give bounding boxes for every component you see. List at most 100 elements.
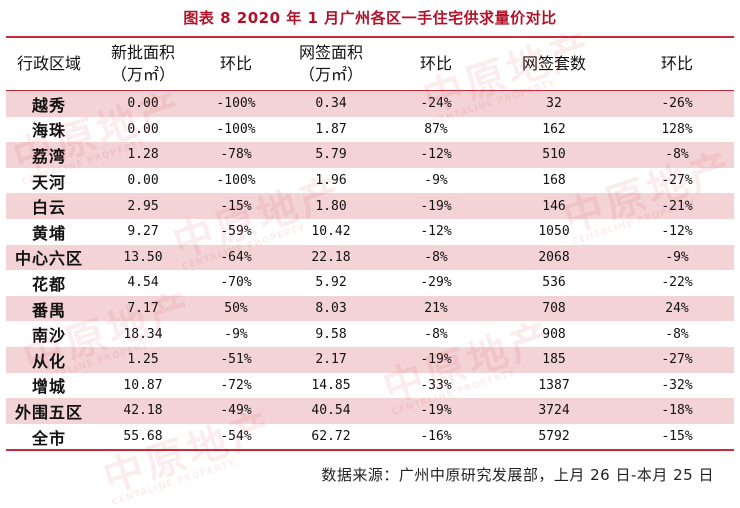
cell-change: 21% — [384, 295, 488, 322]
cell-change: -32% — [661, 377, 693, 393]
cell-change: -16% — [384, 423, 488, 452]
cell-district: 荔湾 — [6, 142, 92, 168]
header-yoy-signed-units: 环比 — [620, 38, 734, 91]
cell-new-area: 13.50 — [92, 244, 194, 271]
cell-district: 海珠 — [31, 121, 66, 141]
cell-change: -64% — [194, 244, 278, 271]
cell-signed-area: 1.87 — [315, 121, 347, 137]
cell-district: 天河 — [31, 172, 66, 192]
cell-change: 87% — [424, 121, 448, 137]
cell-district: 番禺 — [6, 295, 92, 322]
cell-change: -18% — [620, 398, 734, 424]
cell-change: -24% — [384, 90, 488, 117]
cell-new-area: 7.17 — [92, 295, 194, 322]
cell-units: 146 — [488, 193, 620, 219]
cell-units: 162 — [542, 121, 566, 137]
cell-signed-area: 22.18 — [278, 244, 384, 271]
report-figure: 图表 8 2020 年 1 月广州各区一手住宅供求量价对比 行政区域 新批面积 … — [6, 9, 739, 508]
cell-change: -33% — [420, 377, 452, 393]
table-row: 南沙 18.34 -9% 9.58 -8% 908 -8% — [6, 321, 734, 347]
cell-units: 1387 — [538, 377, 570, 393]
cell-change: -54% — [194, 423, 278, 452]
figure-title: 图表 8 2020 年 1 月广州各区一手住宅供求量价对比 — [183, 9, 557, 27]
table-row: 海珠 0.00 -100% 1.87 87% 162 128% — [6, 117, 734, 143]
cell-signed-area: 5.92 — [315, 275, 347, 291]
data-source-note: 数据来源：广州中原研究发展部，上月 26 日-本月 25 日 — [321, 466, 714, 484]
cell-district: 外围五区 — [6, 398, 92, 424]
cell-new-area: 0.00 — [92, 90, 194, 117]
table-row: 黄埔 9.27 -59% 10.42 -12% 1050 -12% — [6, 219, 734, 245]
cell-district: 增城 — [31, 377, 66, 397]
cell-change: 128% — [661, 121, 693, 137]
cell-units: 32 — [488, 90, 620, 117]
header-row: 行政区域 新批面积 （万㎡） 环比 网签面积 （万㎡） 环比 网签套数 环比 — [6, 38, 734, 91]
cell-district: 全市 — [6, 423, 92, 452]
cell-units: 185 — [488, 346, 620, 373]
cell-change: -12% — [661, 224, 693, 240]
cell-signed-area: 62.72 — [278, 423, 384, 452]
cell-new-area: 18.34 — [123, 326, 163, 342]
cell-district: 花都 — [31, 274, 66, 294]
cell-new-area: 0.00 — [127, 173, 159, 189]
cell-district: 南沙 — [31, 326, 66, 346]
cell-new-area: 42.18 — [92, 398, 194, 424]
cell-change: -51% — [194, 346, 278, 373]
cell-change: -8% — [384, 244, 488, 271]
cell-change: 24% — [620, 295, 734, 322]
cell-change: -22% — [661, 275, 693, 291]
cell-units: 510 — [488, 142, 620, 168]
cell-signed-area: 2.17 — [278, 346, 384, 373]
cell-change: -27% — [620, 346, 734, 373]
header-signed-units: 网签套数 — [488, 38, 620, 91]
cell-signed-area: 0.34 — [278, 90, 384, 117]
cell-district: 黄埔 — [31, 223, 66, 243]
cell-change: -12% — [420, 224, 452, 240]
cell-change: -21% — [620, 193, 734, 219]
cell-new-area: 0.00 — [127, 121, 159, 137]
cell-signed-area: 10.42 — [311, 224, 351, 240]
header-signed-area: 网签面积 （万㎡） — [278, 38, 384, 91]
cell-new-area: 10.87 — [123, 377, 163, 393]
cell-district: 白云 — [6, 193, 92, 219]
cell-signed-area: 1.96 — [315, 173, 347, 189]
cell-signed-area: 40.54 — [278, 398, 384, 424]
cell-district: 中心六区 — [6, 244, 92, 271]
table-row: 增城 10.87 -72% 14.85 -33% 1387 -32% — [6, 373, 734, 399]
cell-change: -49% — [194, 398, 278, 424]
cell-change: -70% — [220, 275, 252, 291]
cell-signed-area: 1.80 — [278, 193, 384, 219]
cell-units: 908 — [542, 326, 566, 342]
cell-change: -9% — [424, 173, 448, 189]
cell-units: 5792 — [488, 423, 620, 452]
cell-signed-area: 14.85 — [311, 377, 351, 393]
cell-change: -59% — [220, 224, 252, 240]
table-row: 番禺 7.17 50% 8.03 21% 708 24% — [6, 295, 734, 322]
cell-signed-area: 8.03 — [278, 295, 384, 322]
table-row: 白云 2.95 -15% 1.80 -19% 146 -21% — [6, 193, 734, 219]
cell-district: 从化 — [6, 346, 92, 373]
cell-change: -8% — [620, 142, 734, 168]
table-row: 越秀 0.00 -100% 0.34 -24% 32 -26% — [6, 90, 734, 117]
cell-units: 2068 — [488, 244, 620, 271]
cell-change: -8% — [665, 326, 689, 342]
cell-units: 708 — [488, 295, 620, 322]
cell-change: -12% — [384, 142, 488, 168]
cell-change: -15% — [620, 423, 734, 452]
table-row: 荔湾 1.28 -78% 5.79 -12% 510 -8% — [6, 142, 734, 168]
cell-change: -29% — [420, 275, 452, 291]
table-row: 天河 0.00 -100% 1.96 -9% 168 -27% — [6, 168, 734, 194]
cell-change: -15% — [194, 193, 278, 219]
top-rule — [6, 36, 734, 38]
cell-new-area: 9.27 — [127, 224, 159, 240]
cell-change: -19% — [384, 346, 488, 373]
header-yoy-new-area: 环比 — [194, 38, 278, 91]
cell-units: 168 — [542, 173, 566, 189]
cell-change: -72% — [220, 377, 252, 393]
cell-change: -8% — [424, 326, 448, 342]
cell-change: -19% — [384, 193, 488, 219]
cell-units: 3724 — [488, 398, 620, 424]
header-district: 行政区域 — [6, 38, 92, 91]
cell-change: 50% — [194, 295, 278, 322]
cell-units: 536 — [542, 275, 566, 291]
cell-new-area: 2.95 — [92, 193, 194, 219]
